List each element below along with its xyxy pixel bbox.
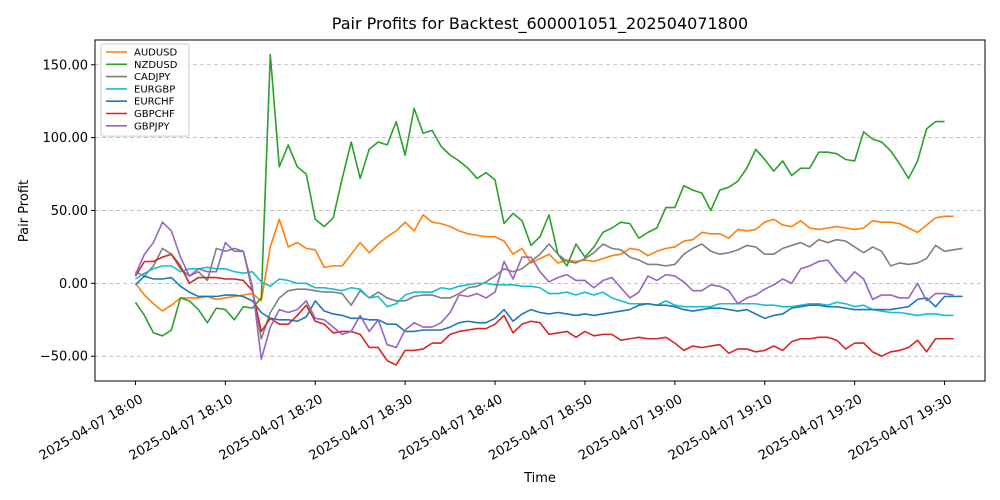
chart-title: Pair Profits for Backtest_600001051_2025… <box>332 14 748 34</box>
series-line-eurgbp <box>135 265 954 317</box>
x-axis-label: Time <box>523 471 556 486</box>
y-tick-label: 50.00 <box>51 204 88 219</box>
legend-label: GBPJPY <box>134 121 170 132</box>
series-lines <box>134 53 963 366</box>
series-line-gbpchf <box>134 253 954 366</box>
series-line-nzdusd <box>134 53 945 337</box>
y-tick-label: −50.00 <box>40 350 88 365</box>
series-line-cadjpy <box>135 238 963 340</box>
y-tick-label: 0.00 <box>59 277 88 292</box>
legend-label: CADJPY <box>134 72 171 83</box>
legend-label: GBPCHF <box>134 109 175 120</box>
y-axis: −50.00 0.00 50.00 100.00 150.00 <box>40 58 95 365</box>
legend-label: NZDUSD <box>134 60 178 71</box>
grid-lines <box>95 64 985 357</box>
series-line-audusd <box>134 214 954 312</box>
y-tick-label: 150.00 <box>43 58 89 73</box>
legend-label: EURGBP <box>134 84 175 95</box>
y-tick-label: 100.00 <box>43 131 89 146</box>
legend-label: EURCHF <box>134 97 175 108</box>
series-line-gbpjpy <box>134 221 954 360</box>
legend-label: AUDUSD <box>134 48 178 59</box>
series-line-eurchf <box>134 275 963 333</box>
y-axis-label: Pair Profit <box>17 180 32 242</box>
